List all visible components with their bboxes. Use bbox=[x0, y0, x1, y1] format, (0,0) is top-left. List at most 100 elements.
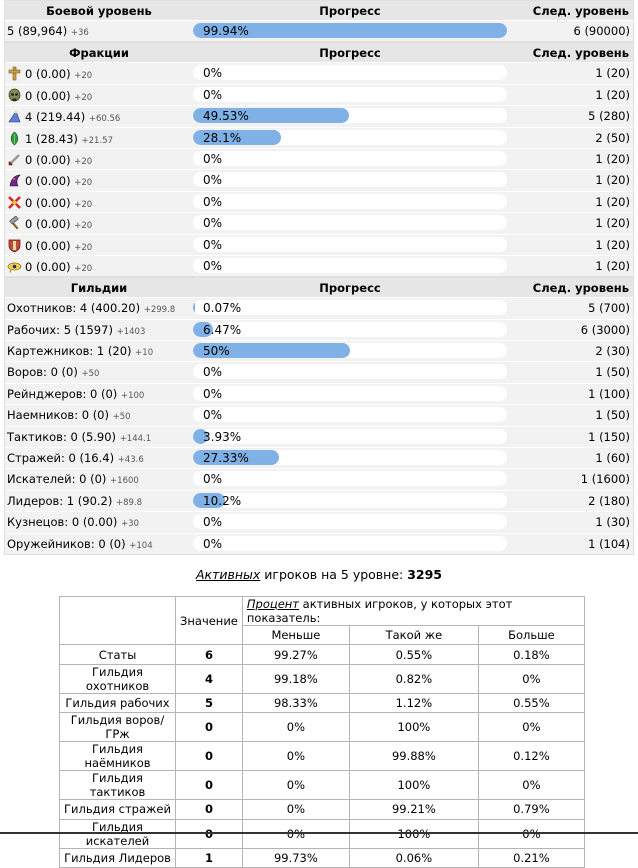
faction-level-value: 4 (219.44) bbox=[25, 110, 85, 124]
stats-row-name: Гильдия наёмников bbox=[60, 742, 176, 771]
combat-header: Боевой уровень Прогресс След. уровень bbox=[5, 1, 633, 20]
stats-comparison-table: Значение Процент активных игроков, у кот… bbox=[59, 596, 585, 868]
stats-row-more: 0% bbox=[478, 771, 584, 800]
faction-level-inc: +20 bbox=[74, 178, 92, 188]
faction-level: 4 (219.44) +60.56 bbox=[7, 109, 120, 124]
stats-row-value: 0 bbox=[176, 713, 243, 742]
guild-level: Лидеров: 1 (90.2) +89.8 bbox=[7, 494, 142, 508]
stats-row-more: 0.21% bbox=[478, 848, 584, 867]
guild-row: Искателей: 0 (0) +1600 0% 1 (1600) bbox=[5, 468, 633, 489]
faction-progress-bar: 0% bbox=[193, 215, 507, 230]
tribal-shield-icon bbox=[7, 238, 22, 253]
guild-next-level: 1 (150) bbox=[588, 430, 630, 444]
guild-row: Рейнджеров: 0 (0) +100 0% 1 (100) bbox=[5, 383, 633, 404]
guild-next-level: 1 (1600) bbox=[581, 472, 630, 486]
combat-next-level: 6 (90000) bbox=[573, 24, 630, 38]
guild-level-inc: +10 bbox=[135, 348, 153, 358]
guild-level-inc: +100 bbox=[121, 391, 144, 401]
guild-level-value: Кузнецов: 0 (0.00) bbox=[7, 515, 117, 529]
stats-row: Гильдия тактиков 0 0% 100% 0% bbox=[60, 771, 585, 800]
faction-level-value: 0 (0.00) bbox=[25, 196, 71, 210]
stats-page: Боевой уровень Прогресс След. уровень 5 … bbox=[4, 0, 634, 868]
stats-row-value: 0 bbox=[176, 742, 243, 771]
guild-level: Охотников: 4 (400.20) +299.8 bbox=[7, 301, 175, 315]
stats-row-less: 99.18% bbox=[242, 664, 349, 693]
guild-level-value: Оружейников: 0 (0) bbox=[7, 537, 126, 551]
stats-row-same: 0.82% bbox=[349, 664, 478, 693]
guild-level-value: Воров: 0 (0) bbox=[7, 365, 78, 379]
factions-header: Фракции Прогресс След. уровень bbox=[5, 43, 633, 62]
col-same-header: Такой же bbox=[349, 625, 478, 644]
factions-progress-header: Прогресс bbox=[193, 46, 507, 60]
faction-progress-bar: 0% bbox=[193, 87, 507, 102]
stats-row-value: 1 bbox=[176, 848, 243, 867]
percent-link[interactable]: Процент bbox=[247, 597, 299, 611]
faction-level: 1 (28.43) +21.57 bbox=[7, 131, 113, 146]
faction-next-level: 1 (20) bbox=[595, 216, 630, 230]
guild-level: Оружейников: 0 (0) +104 bbox=[7, 537, 153, 551]
guild-level-inc: +1600 bbox=[110, 476, 139, 486]
stats-row-name: Гильдия тактиков bbox=[60, 771, 176, 800]
guild-level: Рабочих: 5 (1597) +1403 bbox=[7, 323, 145, 337]
guild-next-level: 1 (60) bbox=[595, 451, 630, 465]
faction-level: 0 (0.00) +20 bbox=[7, 216, 92, 231]
guild-progress-bar: 0.07% bbox=[193, 300, 507, 315]
combat-level-header: Боевой уровень bbox=[5, 4, 193, 18]
wizard-hat-icon bbox=[7, 109, 22, 124]
faction-level: 0 (0.00) +20 bbox=[7, 88, 92, 103]
guild-level-value: Рабочих: 5 (1597) bbox=[7, 323, 113, 337]
guild-level-value: Лидеров: 1 (90.2) bbox=[7, 494, 112, 508]
faction-row: 0 (0.00) +20 0% 1 (20) bbox=[5, 191, 633, 212]
elf-leaf-icon bbox=[7, 131, 22, 146]
stats-row-more: 0% bbox=[478, 664, 584, 693]
guilds-name-header: Гильдии bbox=[5, 281, 193, 295]
guild-progress-bar: 3.93% bbox=[193, 429, 507, 444]
active-players-link[interactable]: Активных bbox=[196, 567, 260, 582]
guild-next-level: 1 (30) bbox=[595, 515, 630, 529]
guild-row: Лидеров: 1 (90.2) +89.8 10.2% 2 (180) bbox=[5, 490, 633, 511]
barbarian-sword-icon bbox=[7, 152, 22, 167]
faction-level-inc: +20 bbox=[74, 71, 92, 81]
stats-row-less: 0% bbox=[242, 771, 349, 800]
stats-row-name: Гильдия воров/ГРж bbox=[60, 713, 176, 742]
guilds-header: Гильдии Прогресс След. уровень bbox=[5, 278, 633, 297]
stats-row-more: 0.12% bbox=[478, 742, 584, 771]
stats-percent-header: Процент активных игроков, у которых этот… bbox=[242, 596, 584, 625]
guilds-next-header: След. уровень bbox=[533, 281, 629, 295]
stats-row-less: 99.27% bbox=[242, 645, 349, 664]
factions-section: Фракции Прогресс След. уровень 0 (0.00) … bbox=[4, 42, 634, 277]
faction-progress-text: 0% bbox=[203, 259, 222, 273]
faction-progress-bar: 0% bbox=[193, 65, 507, 80]
stats-row-more: 0.55% bbox=[478, 693, 584, 712]
faction-progress-bar: 0% bbox=[193, 194, 507, 209]
guild-progress-text: 6.47% bbox=[203, 323, 241, 337]
stats-row-value: 6 bbox=[176, 645, 243, 664]
stats-row: Гильдия рабочих 5 98.33% 1.12% 0.55% bbox=[60, 693, 585, 712]
stats-row: Гильдия наёмников 0 0% 99.88% 0.12% bbox=[60, 742, 585, 771]
guild-progress-text: 0% bbox=[203, 387, 222, 401]
guild-progress-bar: 0% bbox=[193, 536, 507, 551]
stats-row-more: 0% bbox=[478, 713, 584, 742]
combat-level: 5 (89,964) +36 bbox=[7, 24, 89, 38]
stats-row-value: 5 bbox=[176, 693, 243, 712]
guild-row: Охотников: 4 (400.20) +299.8 0.07% 5 (700) bbox=[5, 297, 633, 318]
guild-level: Воров: 0 (0) +50 bbox=[7, 365, 99, 379]
faction-level: 0 (0.00) +20 bbox=[7, 173, 92, 188]
faction-level-inc: +21.57 bbox=[82, 136, 113, 146]
stats-row-name: Гильдия рабочих bbox=[60, 693, 176, 712]
faction-next-level: 1 (20) bbox=[595, 66, 630, 80]
stats-row-less: 99.73% bbox=[242, 848, 349, 867]
guild-row: Кузнецов: 0 (0.00) +30 0% 1 (30) bbox=[5, 511, 633, 532]
guild-next-level: 2 (30) bbox=[595, 344, 630, 358]
guild-level-inc: +1403 bbox=[117, 327, 146, 337]
combat-next-header: След. уровень bbox=[533, 4, 629, 18]
stats-row-same: 100% bbox=[349, 713, 478, 742]
faction-progress-bar: 0% bbox=[193, 151, 507, 166]
stats-row-less: 0% bbox=[242, 742, 349, 771]
faction-progress-text: 49.53% bbox=[203, 109, 249, 123]
guild-progress-text: 0% bbox=[203, 472, 222, 486]
faction-progress-bar: 0% bbox=[193, 237, 507, 252]
faction-next-level: 1 (20) bbox=[595, 238, 630, 252]
guild-progress-bar: 10.2% bbox=[193, 493, 507, 508]
necromancer-skull-icon bbox=[7, 88, 22, 103]
